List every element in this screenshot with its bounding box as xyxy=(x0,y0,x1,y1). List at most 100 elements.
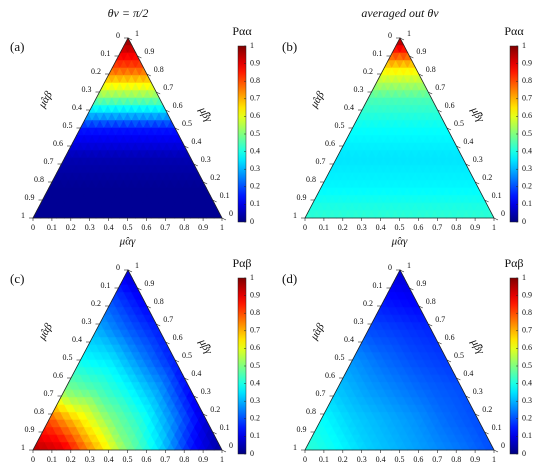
right-tick-label: 1 xyxy=(135,261,139,270)
left-tick-label: 0.6 xyxy=(325,371,335,380)
right-tick-label: 0.1 xyxy=(492,423,502,432)
colorbar-tick-label: 0.5 xyxy=(250,129,260,138)
panel-label: (c) xyxy=(10,271,24,286)
panel: 0 0.1 0.2 0.3 0.4 0.5 0.6 0.7 0.8 0.9 100.10.20.30… xyxy=(10,256,260,469)
colorbar-tick-label: 0.4 xyxy=(250,378,260,387)
tick-mark xyxy=(203,181,208,185)
axis-label: μ̂αγ xyxy=(391,468,408,469)
colorbar-tick-label: 1 xyxy=(522,41,526,50)
left-tick-label: 0 xyxy=(116,31,120,40)
tick-mark xyxy=(475,181,480,185)
bottom-tick-label: 0.1 xyxy=(319,455,329,464)
tick-mark xyxy=(174,127,180,131)
right-tick-label: 0.8 xyxy=(426,297,436,306)
right-tick-label: 0.4 xyxy=(463,137,473,146)
right-tick-label: 0.2 xyxy=(210,173,220,182)
left-tick-label: 0.8 xyxy=(34,407,44,416)
colorbar-tick-label: 0.8 xyxy=(250,308,260,317)
right-tick-label: 0.1 xyxy=(220,191,230,200)
bottom-tick-label: 0.7 xyxy=(160,455,170,464)
left-tick-label: 0.1 xyxy=(101,281,111,290)
colorbar-tick-label: 0.6 xyxy=(522,343,532,352)
bottom-tick-label: 0.1 xyxy=(47,223,57,232)
left-tick-label: 0.1 xyxy=(373,281,383,290)
left-tick-label: 0.6 xyxy=(53,371,63,380)
left-tick-label: 0.7 xyxy=(316,157,326,166)
panel-title: averaged out θν xyxy=(361,6,439,20)
axis-label: μ̂βγ xyxy=(468,104,487,125)
colorbar-tick-label: 0.6 xyxy=(522,111,532,120)
bottom-tick-label: 0.9 xyxy=(198,455,208,464)
left-tick-label: 0.7 xyxy=(44,157,54,166)
colorbar-tick-label: 1 xyxy=(522,273,526,282)
bottom-tick-label: 0.7 xyxy=(160,223,170,232)
left-tick-label: 0.2 xyxy=(91,299,101,308)
tick-mark xyxy=(465,395,470,399)
colorbar-tick-label: 0.9 xyxy=(250,290,260,299)
left-tick-label: 0.3 xyxy=(82,317,92,326)
bottom-tick-label: 0 xyxy=(303,455,307,464)
left-tick-label: 1 xyxy=(21,211,25,220)
bottom-tick-label: 0.8 xyxy=(451,223,461,232)
tick-mark xyxy=(193,395,198,399)
panel: 0 0.1 0.2 0.3 0.4 0.5 0.6 0.7 0.8 0.9 100.10.20.30… xyxy=(282,256,532,469)
right-tick-label: 0.9 xyxy=(416,47,426,56)
right-tick-label: 0 xyxy=(229,209,233,218)
right-tick-label: 0.8 xyxy=(154,65,164,74)
colorbar-tick-label: 0 xyxy=(250,449,254,458)
left-tick-label: 0.5 xyxy=(63,353,73,362)
colorbar-title: Pαβ xyxy=(232,256,251,270)
right-tick-label: 0.7 xyxy=(435,315,445,324)
axis-label: μ̂αγ xyxy=(119,236,136,248)
tick-mark xyxy=(437,341,442,345)
tick-mark xyxy=(137,287,142,291)
axis-label: μ̂βγ xyxy=(468,336,487,357)
panel: 0 0.1 0.2 0.3 0.4 0.5 0.6 0.7 0.8 0.9 100.10.20.30… xyxy=(282,6,532,248)
colorbar-tick-label: 0.1 xyxy=(250,431,260,440)
colorbar-tick-label: 0.6 xyxy=(250,111,260,120)
left-tick-label: 0 xyxy=(388,263,392,272)
left-tick-label: 0.8 xyxy=(306,407,316,416)
axis-label: μ̂αβ xyxy=(36,89,56,111)
tick-mark xyxy=(475,413,480,417)
left-tick-label: 0.9 xyxy=(297,425,307,434)
tick-mark xyxy=(409,55,414,59)
colorbar-tick-label: 0 xyxy=(250,217,254,226)
colorbar-tick-label: 0.4 xyxy=(522,146,532,155)
tick-mark xyxy=(165,341,170,345)
bottom-tick-label: 0.6 xyxy=(141,455,151,464)
left-tick-label: 0.3 xyxy=(82,85,92,94)
left-tick-label: 0.2 xyxy=(363,299,373,308)
tick-mark xyxy=(446,127,452,131)
bottom-tick-label: 0.3 xyxy=(85,455,95,464)
left-tick-label: 0.2 xyxy=(91,67,101,76)
bottom-tick-label: 0.9 xyxy=(470,455,480,464)
bottom-tick-label: 1 xyxy=(220,455,224,464)
colorbar-tick-label: 0.5 xyxy=(522,129,532,138)
right-tick-label: 0.5 xyxy=(454,119,464,128)
right-tick-label: 0.9 xyxy=(144,279,154,288)
right-tick-label: 0.6 xyxy=(173,101,183,110)
tick-mark xyxy=(212,199,217,203)
colorbar-tick-label: 1 xyxy=(250,273,254,282)
right-tick-label: 1 xyxy=(407,29,411,38)
colorbar-tick-label: 0 xyxy=(522,449,526,458)
axis-label: μ̂αγ xyxy=(391,236,408,248)
bottom-tick-label: 0.1 xyxy=(47,455,57,464)
right-tick-label: 0.2 xyxy=(482,173,492,182)
left-tick-label: 0.5 xyxy=(63,121,73,130)
panel-label: (b) xyxy=(282,39,297,54)
tick-mark xyxy=(174,359,180,363)
bottom-tick-label: 0 xyxy=(31,455,35,464)
right-tick-label: 0.5 xyxy=(182,351,192,360)
right-tick-label: 0.8 xyxy=(426,65,436,74)
tick-mark xyxy=(203,413,208,417)
right-tick-label: 0.9 xyxy=(416,279,426,288)
colorbar-tick-label: 0.6 xyxy=(250,343,260,352)
bottom-tick-label: 0.9 xyxy=(470,223,480,232)
right-tick-label: 0 xyxy=(501,209,505,218)
right-tick-label: 0.6 xyxy=(445,333,455,342)
right-tick-label: 0.7 xyxy=(163,315,173,324)
bottom-tick-label: 0.4 xyxy=(104,455,114,464)
